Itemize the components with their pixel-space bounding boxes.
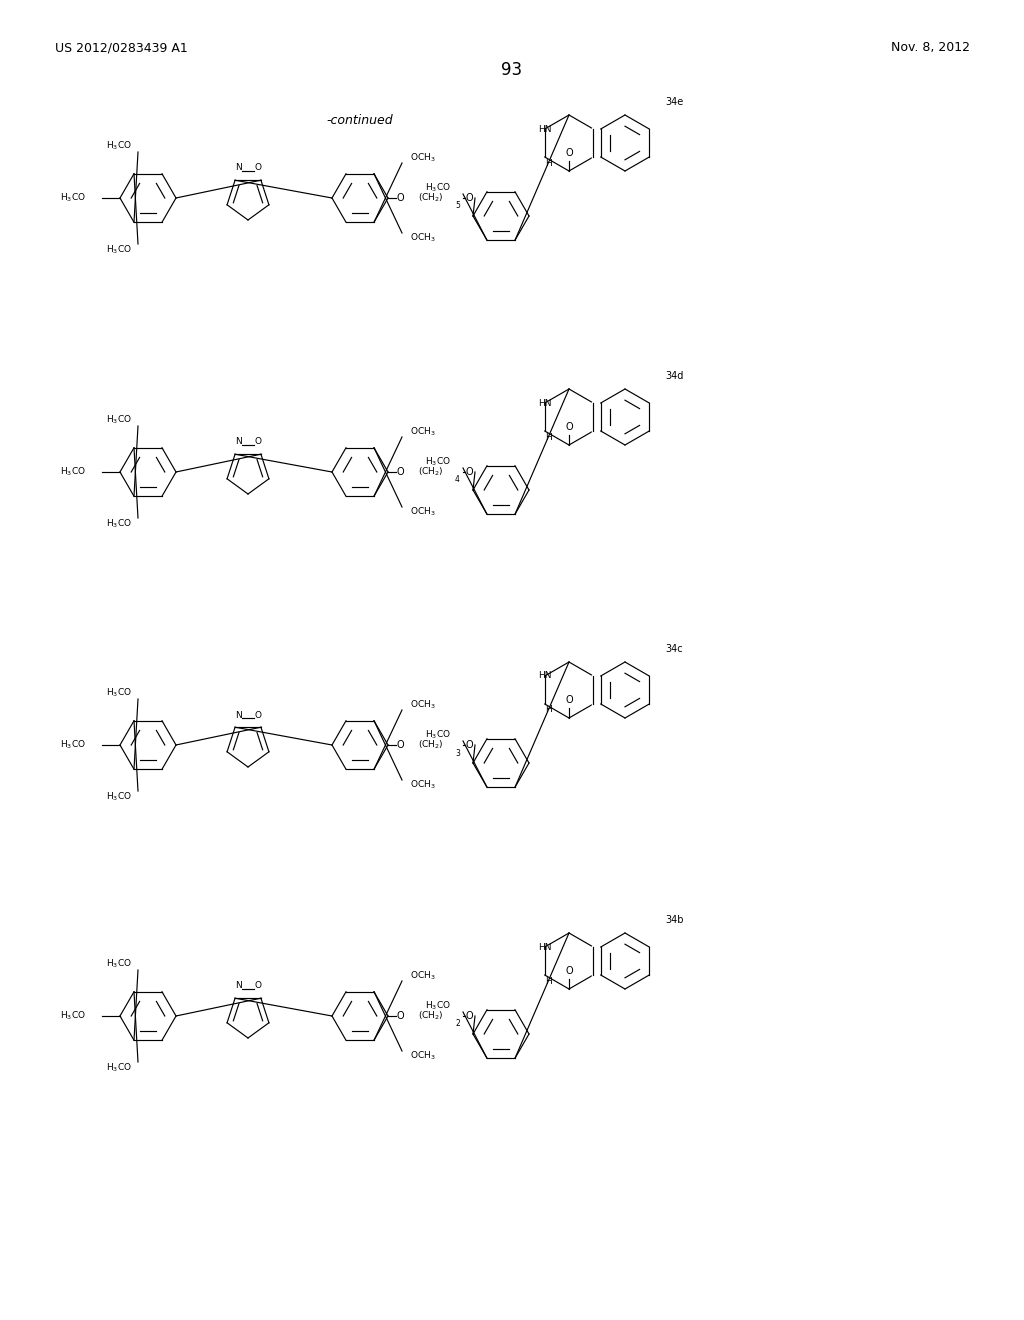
- Text: H$_3$CO: H$_3$CO: [106, 686, 132, 700]
- Text: O: O: [465, 1011, 473, 1020]
- Text: 34b: 34b: [665, 915, 683, 925]
- Text: H$_3$CO: H$_3$CO: [425, 729, 451, 742]
- Text: -continued: -continued: [327, 114, 393, 127]
- Text: 34e: 34e: [665, 96, 683, 107]
- Text: OCH$_3$: OCH$_3$: [410, 232, 435, 244]
- Text: 34c: 34c: [665, 644, 683, 653]
- Text: N: N: [234, 982, 242, 990]
- Text: 3: 3: [455, 748, 460, 758]
- Text: O: O: [255, 982, 261, 990]
- Text: 34d: 34d: [665, 371, 683, 381]
- Text: 2: 2: [455, 1019, 460, 1028]
- Text: H: H: [546, 433, 552, 441]
- Text: H$_3$CO: H$_3$CO: [106, 958, 132, 970]
- Text: (CH$_2$): (CH$_2$): [418, 466, 443, 478]
- Text: O: O: [565, 966, 572, 975]
- Text: (CH$_2$): (CH$_2$): [418, 1010, 443, 1022]
- Text: H$_3$CO: H$_3$CO: [106, 517, 132, 531]
- Text: H$_3$CO: H$_3$CO: [425, 182, 451, 194]
- Text: (CH$_2$): (CH$_2$): [418, 739, 443, 751]
- Text: O: O: [396, 193, 403, 203]
- Text: HN: HN: [539, 124, 552, 133]
- Text: 5: 5: [455, 202, 460, 210]
- Text: O: O: [396, 1011, 403, 1020]
- Text: H$_3$CO: H$_3$CO: [106, 140, 132, 152]
- Text: O: O: [465, 741, 473, 750]
- Text: 93: 93: [502, 61, 522, 79]
- Text: US 2012/0283439 A1: US 2012/0283439 A1: [55, 41, 187, 54]
- Text: H$_3$CO: H$_3$CO: [106, 1061, 132, 1074]
- Text: OCH$_3$: OCH$_3$: [410, 1049, 435, 1063]
- Text: H$_3$CO: H$_3$CO: [60, 1010, 86, 1022]
- Text: HN: HN: [539, 672, 552, 681]
- Text: HN: HN: [539, 942, 552, 952]
- Text: OCH$_3$: OCH$_3$: [410, 152, 435, 164]
- Text: O: O: [465, 467, 473, 477]
- Text: O: O: [565, 696, 572, 705]
- Text: Nov. 8, 2012: Nov. 8, 2012: [891, 41, 970, 54]
- Text: 4: 4: [455, 475, 460, 484]
- Text: N: N: [234, 164, 242, 173]
- Text: O: O: [255, 710, 261, 719]
- Text: H$_3$CO: H$_3$CO: [106, 244, 132, 256]
- Text: OCH$_3$: OCH$_3$: [410, 779, 435, 791]
- Text: H$_3$CO: H$_3$CO: [425, 455, 451, 469]
- Text: OCH$_3$: OCH$_3$: [410, 506, 435, 519]
- Text: (CH$_2$): (CH$_2$): [418, 191, 443, 205]
- Text: H: H: [546, 705, 552, 714]
- Text: H$_3$CO: H$_3$CO: [106, 413, 132, 426]
- Text: OCH$_3$: OCH$_3$: [410, 970, 435, 982]
- Text: HN: HN: [539, 399, 552, 408]
- Text: N: N: [234, 710, 242, 719]
- Text: H$_3$CO: H$_3$CO: [60, 466, 86, 478]
- Text: H$_3$CO: H$_3$CO: [106, 791, 132, 804]
- Text: N: N: [234, 437, 242, 446]
- Text: O: O: [396, 467, 403, 477]
- Text: H: H: [546, 977, 552, 986]
- Text: O: O: [565, 148, 572, 158]
- Text: H$_3$CO: H$_3$CO: [60, 739, 86, 751]
- Text: H$_3$CO: H$_3$CO: [425, 999, 451, 1012]
- Text: O: O: [565, 422, 572, 432]
- Text: O: O: [255, 164, 261, 173]
- Text: H$_3$CO: H$_3$CO: [60, 191, 86, 205]
- Text: OCH$_3$: OCH$_3$: [410, 426, 435, 438]
- Text: O: O: [255, 437, 261, 446]
- Text: O: O: [465, 193, 473, 203]
- Text: H: H: [546, 158, 552, 168]
- Text: O: O: [396, 741, 403, 750]
- Text: OCH$_3$: OCH$_3$: [410, 698, 435, 711]
